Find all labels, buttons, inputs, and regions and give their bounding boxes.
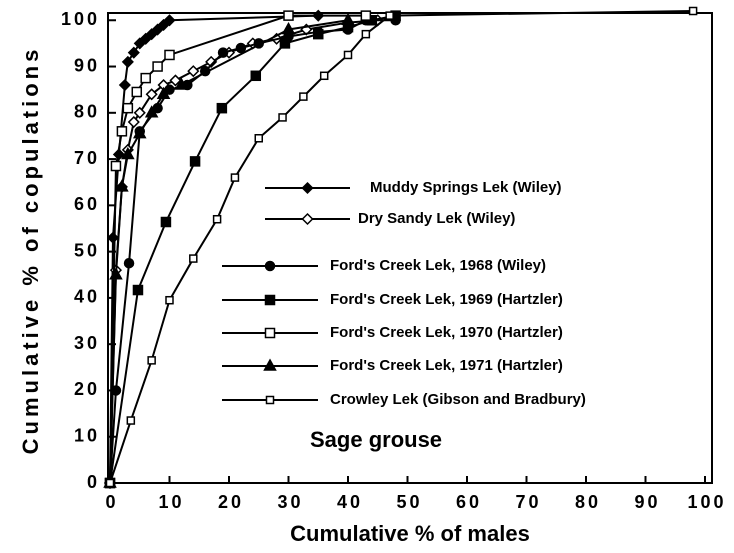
x-tick-label: 60 bbox=[456, 492, 482, 512]
y-tick-label: 70 bbox=[74, 148, 100, 168]
data-point bbox=[189, 254, 198, 263]
y-tick-label: 10 bbox=[74, 425, 100, 445]
data-point bbox=[156, 86, 171, 100]
legend-marker bbox=[265, 395, 275, 405]
data-point bbox=[235, 42, 247, 54]
x-tick-label: 90 bbox=[634, 492, 660, 512]
data-point bbox=[121, 146, 135, 160]
data-point bbox=[109, 267, 123, 280]
series-line bbox=[109, 14, 396, 484]
legend-label: Ford's Creek Lek, 1970 (Hartzler) bbox=[330, 324, 563, 341]
data-point bbox=[160, 216, 172, 228]
data-point bbox=[385, 11, 394, 20]
series-line bbox=[109, 19, 349, 484]
plot-frame bbox=[107, 12, 713, 484]
legend-marker bbox=[301, 181, 314, 195]
data-point bbox=[164, 49, 175, 61]
data-point bbox=[116, 126, 128, 137]
data-point bbox=[216, 102, 228, 114]
y-tick-label: 0 bbox=[87, 472, 100, 492]
legend-marker bbox=[264, 327, 276, 339]
data-point bbox=[174, 77, 189, 90]
data-point bbox=[212, 214, 222, 224]
data-point bbox=[122, 102, 134, 114]
x-tick-label: 20 bbox=[218, 492, 244, 512]
data-point bbox=[131, 86, 143, 98]
data-point bbox=[688, 6, 698, 16]
annotation: Sage grouse bbox=[310, 427, 442, 452]
x-tick-label: 0 bbox=[105, 492, 118, 512]
data-point bbox=[126, 416, 136, 425]
legend-label: Dry Sandy Lek (Wiley) bbox=[358, 210, 515, 227]
data-point bbox=[152, 61, 163, 72]
y-tick-label: 60 bbox=[74, 194, 100, 214]
data-point bbox=[145, 88, 158, 101]
legend-label: Ford's Creek Lek, 1968 (Wiley) bbox=[330, 257, 546, 274]
data-point bbox=[341, 12, 355, 26]
legend-marker bbox=[263, 358, 277, 371]
series-line bbox=[109, 10, 694, 484]
data-point bbox=[118, 78, 131, 92]
data-point bbox=[127, 46, 140, 59]
data-point bbox=[217, 47, 229, 58]
data-point bbox=[140, 72, 151, 84]
y-tick-label: 100 bbox=[61, 9, 100, 29]
legend-label: Ford's Creek Lek, 1969 (Hartzler) bbox=[330, 291, 563, 308]
data-point bbox=[147, 356, 156, 365]
x-tick-label: 70 bbox=[515, 492, 541, 512]
data-point bbox=[115, 179, 129, 192]
data-point bbox=[187, 65, 200, 78]
data-point bbox=[110, 160, 122, 172]
legend-label: Muddy Springs Lek (Wiley) bbox=[370, 179, 562, 196]
y-tick-label: 80 bbox=[74, 102, 100, 122]
data-point bbox=[132, 126, 147, 139]
data-point bbox=[127, 115, 140, 129]
data-point bbox=[250, 70, 262, 82]
data-point bbox=[189, 156, 201, 167]
data-point bbox=[121, 55, 134, 68]
data-point bbox=[106, 231, 120, 244]
data-point bbox=[165, 295, 174, 305]
data-point bbox=[361, 29, 371, 39]
data-point bbox=[319, 71, 329, 81]
data-point bbox=[281, 21, 296, 35]
x-tick-label: 50 bbox=[396, 492, 422, 512]
y-tick-label: 20 bbox=[74, 379, 100, 399]
x-tick-label: 40 bbox=[337, 492, 363, 512]
data-point bbox=[313, 28, 324, 40]
data-point bbox=[230, 173, 240, 182]
y-tick-label: 50 bbox=[74, 240, 100, 260]
x-tick-label: 80 bbox=[575, 492, 601, 512]
y-tick-label: 90 bbox=[74, 55, 100, 75]
data-point bbox=[132, 284, 144, 296]
data-point bbox=[105, 478, 115, 488]
y-tick-label: 30 bbox=[74, 333, 100, 353]
data-point bbox=[283, 10, 294, 21]
data-point bbox=[133, 106, 146, 119]
x-tick-label: 10 bbox=[158, 492, 184, 512]
legend-marker bbox=[264, 294, 276, 306]
data-point bbox=[144, 105, 159, 118]
y-axis-label: Cumulative % of copulations bbox=[18, 46, 43, 455]
data-point bbox=[360, 10, 372, 21]
data-point bbox=[123, 257, 135, 269]
data-point bbox=[343, 50, 353, 60]
legend-marker bbox=[264, 260, 276, 272]
series-line bbox=[109, 19, 378, 484]
x-tick-label: 30 bbox=[277, 492, 303, 512]
legend-marker bbox=[301, 212, 314, 226]
legend-label: Ford's Creek Lek, 1971 (Hartzler) bbox=[330, 357, 563, 374]
y-tick-label: 40 bbox=[74, 287, 100, 307]
x-tick-label: 100 bbox=[687, 492, 726, 512]
data-point bbox=[163, 14, 176, 27]
data-point bbox=[169, 74, 182, 87]
data-point bbox=[278, 113, 287, 122]
legend-label: Crowley Lek (Gibson and Bradbury) bbox=[330, 391, 586, 408]
data-point bbox=[254, 134, 263, 143]
x-axis-label: Cumulative % of males bbox=[290, 521, 530, 546]
data-point bbox=[299, 92, 308, 101]
series-line bbox=[109, 14, 366, 484]
data-point bbox=[279, 38, 291, 49]
